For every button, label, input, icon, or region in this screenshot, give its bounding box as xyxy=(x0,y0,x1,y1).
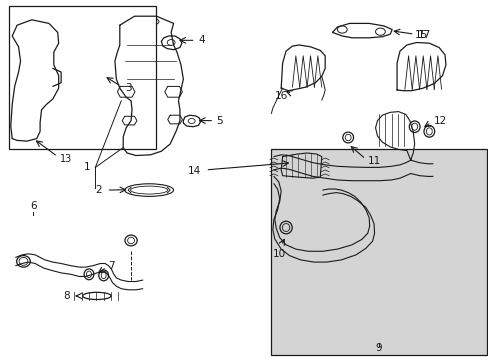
Text: 17: 17 xyxy=(417,30,430,40)
Text: 9: 9 xyxy=(375,343,382,354)
FancyBboxPatch shape xyxy=(25,64,36,71)
Text: 6: 6 xyxy=(30,201,37,211)
FancyBboxPatch shape xyxy=(25,93,36,100)
Text: 4: 4 xyxy=(198,35,204,45)
FancyBboxPatch shape xyxy=(22,91,39,102)
Bar xyxy=(271,149,486,355)
Text: 2: 2 xyxy=(95,185,102,195)
Text: 1: 1 xyxy=(83,162,90,172)
Text: 12: 12 xyxy=(433,116,447,126)
Text: 8: 8 xyxy=(62,291,69,301)
Text: 3: 3 xyxy=(124,83,131,93)
Text: 16: 16 xyxy=(275,91,288,102)
Text: 14: 14 xyxy=(188,166,201,176)
Text: 13: 13 xyxy=(60,154,72,164)
Text: 11: 11 xyxy=(367,156,380,166)
Text: 10: 10 xyxy=(273,249,285,259)
Text: 5: 5 xyxy=(216,116,223,126)
Text: 15: 15 xyxy=(414,30,427,40)
Bar xyxy=(9,6,155,149)
Text: 7: 7 xyxy=(108,261,115,271)
FancyBboxPatch shape xyxy=(22,62,39,73)
